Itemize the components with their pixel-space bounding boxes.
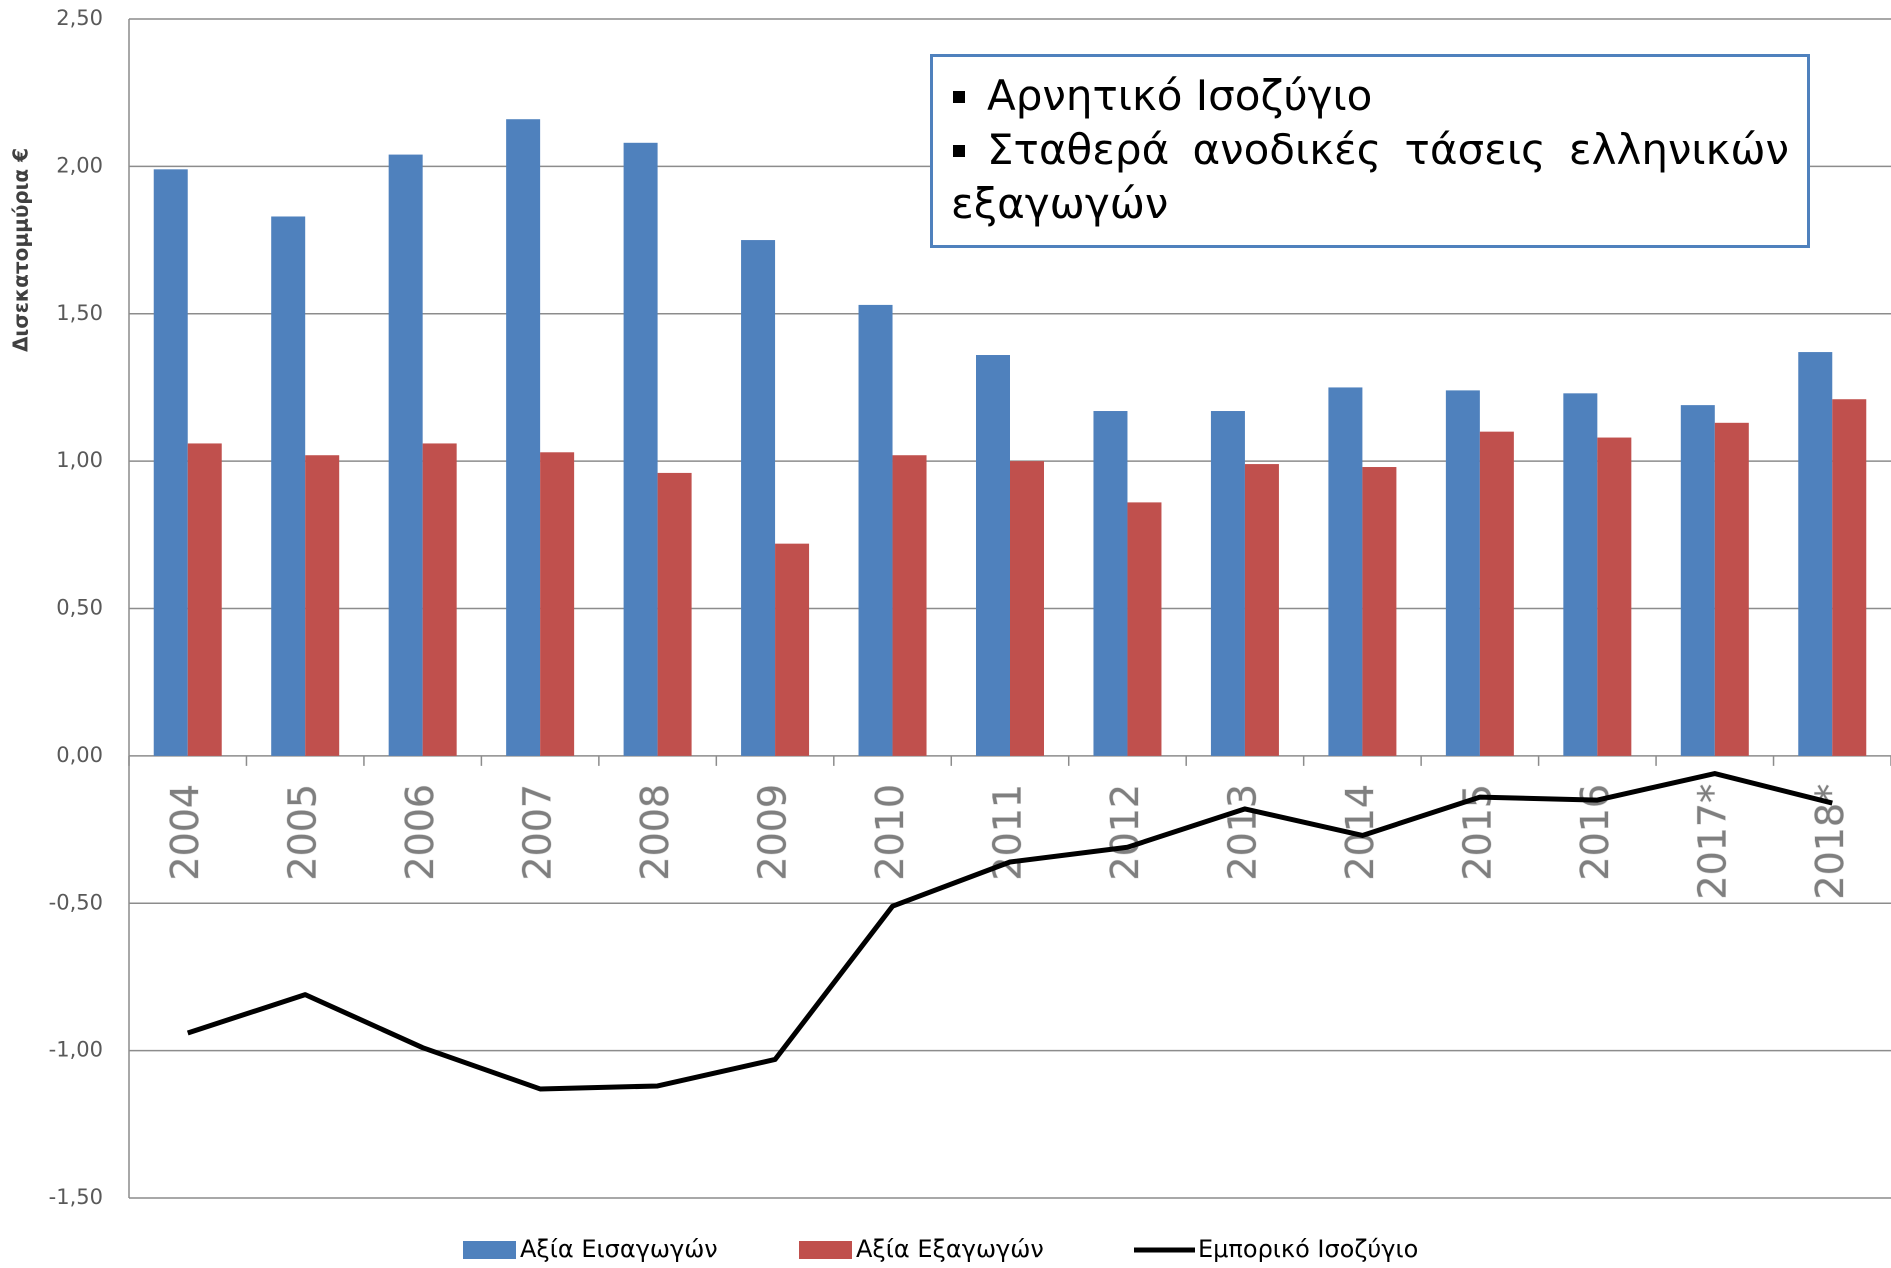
- legend-label: Αξία Εισαγωγών: [520, 1235, 718, 1263]
- x-tick-label: 2009: [751, 784, 795, 881]
- bar: [1210, 411, 1245, 756]
- y-tick-label: 0,00: [56, 743, 103, 767]
- legend-swatch: [799, 1241, 852, 1259]
- bar: [976, 355, 1010, 756]
- y-tick-label: 1,00: [56, 448, 103, 472]
- bar: [540, 452, 575, 756]
- x-tick-label: 2011: [986, 784, 1030, 881]
- y-tick-label: -0,50: [49, 890, 103, 914]
- bar: [506, 119, 541, 756]
- bar: [775, 543, 810, 756]
- bar: [187, 443, 222, 756]
- legend-label: Αξία Εξαγωγών: [856, 1235, 1044, 1263]
- x-tick-label: 2017*: [1690, 784, 1734, 900]
- bar: [1597, 437, 1632, 756]
- x-tick-label: 2008: [633, 784, 677, 881]
- bar: [1680, 405, 1715, 756]
- y-axis-label: Δισεκατομμύρια €: [9, 148, 33, 352]
- bar: [623, 142, 658, 756]
- annotation-box: Αρνητικό Ισοζύγιο Σταθερά ανοδικές τάσει…: [930, 54, 1810, 248]
- bar: [1328, 387, 1363, 756]
- x-tick-label: 2012: [1103, 784, 1147, 881]
- y-tick-label: -1,00: [49, 1038, 103, 1062]
- bar: [657, 472, 692, 756]
- y-tick-label: 0,50: [56, 596, 103, 620]
- bar: [305, 455, 340, 756]
- y-tick-label: 2,50: [56, 6, 103, 30]
- x-tick-label: 2010: [868, 784, 912, 881]
- bar: [858, 304, 893, 756]
- x-tick-label: 2005: [281, 784, 325, 881]
- y-tick-label: -1,50: [49, 1185, 103, 1209]
- x-tick-label: 2007: [516, 784, 560, 881]
- bar: [271, 216, 306, 756]
- legend-swatch: [463, 1241, 516, 1259]
- bar: [1563, 393, 1598, 756]
- bar: [1362, 467, 1397, 756]
- bar: [892, 455, 927, 756]
- annotation-line: Σταθερά ανοδικές τάσεις ελληνικών εξαγωγ…: [951, 123, 1789, 231]
- y-tick-label: 2,00: [56, 153, 103, 177]
- annotation-line: Αρνητικό Ισοζύγιο: [951, 69, 1789, 123]
- line: [186, 771, 1833, 1092]
- bar: [1479, 431, 1514, 756]
- bar: [153, 169, 188, 756]
- bar: [1714, 422, 1749, 756]
- x-tick-label: 2004: [163, 784, 207, 881]
- x-tick-label: 2013: [1220, 784, 1264, 881]
- legend-label: Εμπορικό Ισοζύγιο: [1198, 1235, 1418, 1263]
- bar: [1445, 390, 1480, 756]
- x-tick-label: 2006: [398, 784, 442, 881]
- bar: [388, 154, 423, 756]
- bar: [1832, 399, 1867, 756]
- bar: [1010, 461, 1044, 756]
- bar: [1244, 464, 1279, 756]
- y-tick-label: 1,50: [56, 301, 103, 325]
- bar: [741, 240, 776, 756]
- bar: [1093, 411, 1128, 756]
- bar: [1127, 502, 1162, 756]
- bar: [1798, 352, 1833, 756]
- bar: [422, 443, 457, 756]
